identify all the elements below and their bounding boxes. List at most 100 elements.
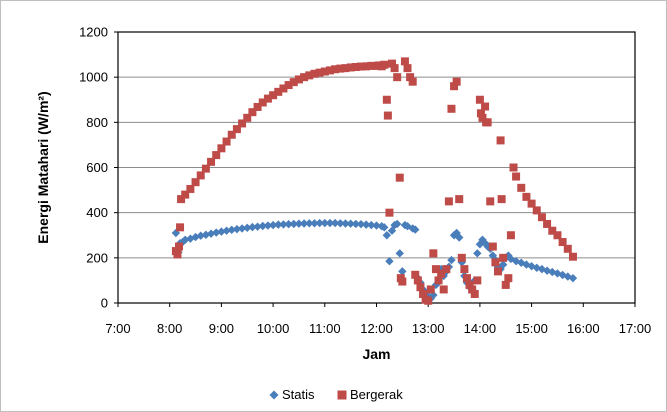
- data-point-statis: [325, 218, 335, 228]
- data-point-bergerak: [462, 274, 471, 283]
- data-point-bergerak: [431, 265, 440, 274]
- data-point-bergerak: [207, 157, 216, 166]
- x-tick-label: 17:00: [619, 321, 652, 336]
- data-point-bergerak: [512, 172, 521, 181]
- data-point-bergerak: [212, 151, 221, 160]
- data-point-bergerak: [310, 69, 319, 78]
- legend-marker-bergerak: [337, 390, 347, 400]
- data-point-bergerak: [382, 95, 391, 104]
- data-point-bergerak: [300, 73, 309, 82]
- data-point-bergerak: [284, 81, 293, 90]
- y-tick-label: 1200: [79, 25, 108, 40]
- data-point-bergerak: [341, 64, 350, 73]
- data-point-bergerak: [380, 60, 389, 69]
- data-point-statis: [553, 269, 562, 278]
- data-point-bergerak: [522, 192, 531, 201]
- data-point-bergerak: [437, 269, 446, 278]
- data-point-bergerak: [315, 68, 324, 77]
- legend-marker-statis: [269, 390, 279, 400]
- data-point-bergerak: [325, 66, 334, 75]
- data-point-bergerak: [439, 285, 448, 294]
- data-point-bergerak: [455, 195, 464, 204]
- data-point-bergerak: [468, 285, 477, 294]
- data-point-statis: [522, 260, 531, 269]
- data-point-bergerak: [452, 77, 461, 86]
- data-point-statis: [398, 267, 407, 276]
- data-point-bergerak: [217, 144, 226, 153]
- data-point-bergerak: [238, 119, 247, 128]
- data-point-statis: [289, 219, 298, 229]
- data-point-statis: [361, 220, 371, 229]
- data-point-statis: [212, 228, 221, 237]
- x-tick-label: 14:00: [464, 321, 497, 336]
- data-point-bergerak: [243, 113, 252, 122]
- x-tick-label: 7:00: [105, 321, 130, 336]
- data-point-statis: [274, 220, 283, 229]
- data-point-bergerak: [362, 62, 371, 71]
- data-point-statis: [310, 219, 319, 228]
- data-point-bergerak: [232, 125, 241, 134]
- data-point-bergerak: [395, 173, 404, 182]
- data-point-bergerak: [424, 296, 433, 305]
- data-point-bergerak: [186, 184, 195, 193]
- legend-label-statis: Statis: [282, 387, 315, 402]
- x-axis-title: Jam: [362, 346, 390, 362]
- data-point-statis: [346, 219, 355, 228]
- data-point-statis: [243, 223, 252, 232]
- data-point-statis: [330, 218, 340, 228]
- data-point-bergerak: [253, 102, 262, 111]
- data-point-statis: [568, 273, 578, 283]
- x-tick-label: 8:00: [157, 321, 182, 336]
- data-point-bergerak: [483, 118, 492, 127]
- data-point-bergerak: [491, 258, 500, 267]
- data-point-bergerak: [222, 137, 231, 146]
- data-point-bergerak: [400, 57, 409, 66]
- data-point-statis: [315, 218, 324, 228]
- data-point-bergerak: [320, 67, 329, 76]
- data-point-bergerak: [506, 231, 515, 240]
- data-point-statis: [478, 235, 487, 244]
- data-point-bergerak: [486, 197, 495, 206]
- data-point-bergerak: [517, 183, 526, 192]
- data-point-bergerak: [398, 277, 407, 286]
- series-layer: [171, 57, 578, 305]
- data-point-statis: [382, 231, 392, 240]
- data-point-statis: [356, 219, 366, 229]
- data-point-statis: [279, 220, 288, 229]
- data-point-bergerak: [475, 95, 484, 104]
- data-point-bergerak: [294, 75, 303, 84]
- y-tick-label: 600: [86, 160, 108, 175]
- data-point-statis: [305, 219, 314, 228]
- x-tick-label: 15:00: [515, 321, 548, 336]
- data-point-bergerak: [416, 283, 425, 292]
- data-point-statis: [372, 221, 381, 230]
- data-point-bergerak: [383, 111, 392, 120]
- data-point-statis: [336, 219, 345, 228]
- data-point-bergerak: [548, 226, 557, 235]
- gridlines: [118, 76, 635, 259]
- data-point-statis: [263, 221, 273, 230]
- data-point-bergerak: [434, 276, 443, 285]
- legend-label-bergerak: Bergerak: [350, 387, 403, 402]
- y-tick-label: 1000: [79, 70, 108, 85]
- data-point-statis: [447, 255, 456, 265]
- data-point-bergerak: [263, 94, 272, 103]
- data-point-bergerak: [493, 267, 502, 276]
- data-point-bergerak: [181, 190, 190, 199]
- x-tick-label: 10:00: [257, 321, 290, 336]
- data-point-bergerak: [496, 136, 505, 145]
- data-point-bergerak: [173, 250, 182, 259]
- data-point-bergerak: [501, 280, 510, 289]
- data-point-bergerak: [177, 195, 186, 204]
- data-point-bergerak: [476, 109, 485, 118]
- x-tick-label: 11:00: [309, 321, 341, 336]
- x-tick-label: 12:00: [360, 321, 393, 336]
- data-point-bergerak: [470, 289, 479, 298]
- data-point-statis: [258, 221, 267, 231]
- data-point-bergerak: [258, 98, 267, 107]
- data-point-bergerak: [473, 276, 482, 285]
- data-point-statis: [237, 224, 247, 233]
- data-point-bergerak: [411, 270, 420, 279]
